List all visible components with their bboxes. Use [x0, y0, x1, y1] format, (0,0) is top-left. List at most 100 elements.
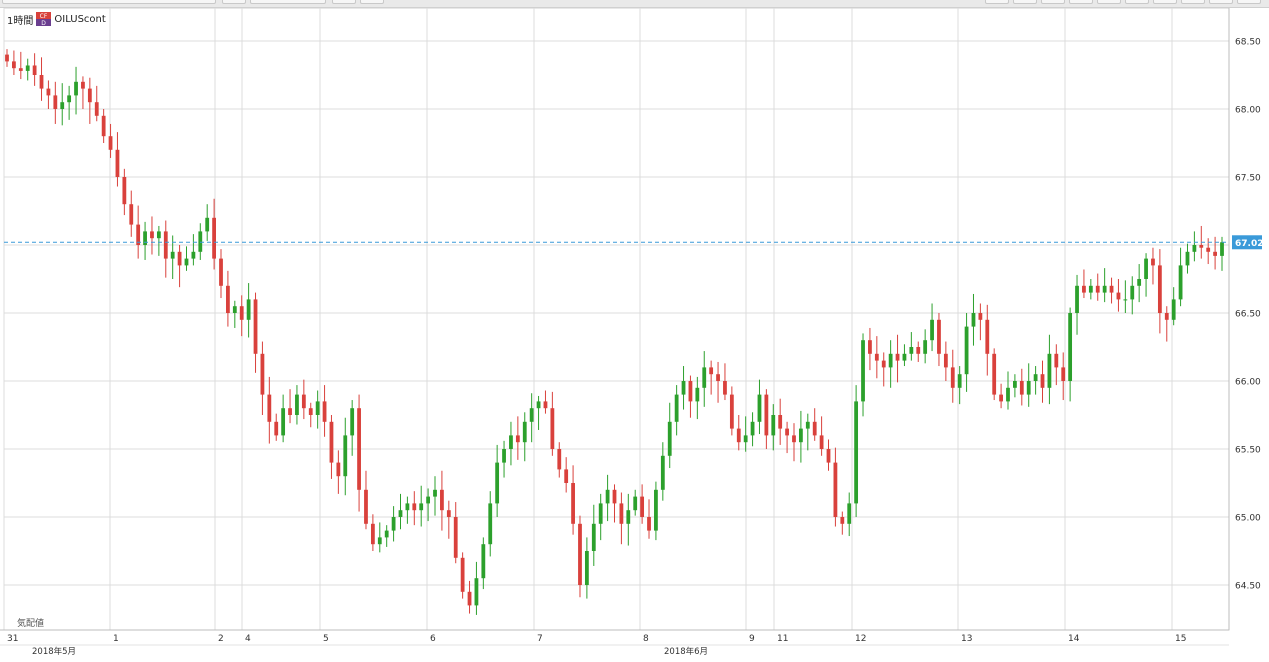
candle-body — [868, 340, 872, 354]
last-price-tag: 67.02 — [1232, 235, 1263, 250]
candle-body — [792, 435, 796, 443]
candle — [87, 77, 92, 124]
toolbar-button[interactable] — [1237, 0, 1261, 4]
toolbar-button[interactable] — [1041, 0, 1065, 4]
candle — [281, 394, 286, 443]
toolbar-button[interactable] — [332, 0, 356, 4]
candle — [12, 50, 16, 75]
candle-body — [1164, 313, 1169, 320]
candle-body — [129, 204, 134, 225]
x-day-label: 15 — [1175, 634, 1186, 644]
toolbar-button[interactable] — [1209, 0, 1233, 4]
candle-body — [184, 258, 189, 266]
candle — [937, 313, 941, 367]
candle-body — [826, 449, 831, 463]
candle-body — [274, 421, 279, 436]
candle-body — [605, 489, 610, 504]
candle-body — [736, 428, 741, 443]
toolbar-button[interactable] — [222, 0, 246, 4]
candle-body — [571, 483, 575, 524]
candle — [398, 493, 403, 530]
candle-body — [902, 353, 907, 361]
symbol-name[interactable]: OILUScont — [54, 13, 106, 25]
candle-body — [474, 578, 479, 606]
toolbar-button[interactable] — [360, 0, 384, 4]
candle — [246, 283, 251, 338]
candle-body — [861, 340, 865, 402]
candle — [764, 389, 769, 449]
candle — [923, 329, 928, 364]
candle — [391, 506, 396, 542]
candle — [591, 504, 596, 566]
candle — [605, 474, 610, 522]
candle-body — [177, 251, 182, 266]
candle — [1123, 280, 1128, 313]
y-tick-label: 68.50 — [1235, 38, 1261, 48]
candle — [688, 375, 693, 418]
candle-body — [281, 408, 286, 436]
y-tick-label: 65.00 — [1235, 514, 1261, 524]
candle-body — [591, 523, 596, 551]
candle-body — [232, 306, 237, 313]
candle-body — [937, 319, 941, 354]
toolbar-button[interactable] — [1181, 0, 1205, 4]
candle-body — [1075, 285, 1079, 313]
toolbar-button[interactable] — [2, 0, 216, 4]
x-day-label: 6 — [430, 634, 436, 644]
candle-body — [536, 401, 541, 409]
candle — [743, 416, 748, 452]
candle-body — [460, 557, 465, 592]
candle-body — [246, 299, 251, 320]
candle — [1130, 276, 1135, 315]
candle-body — [115, 149, 120, 177]
candle-body — [529, 408, 534, 422]
toolbar-button[interactable] — [1013, 0, 1037, 4]
candle-body — [350, 408, 355, 436]
candle-body — [930, 319, 934, 341]
candle — [288, 389, 292, 424]
candle-body — [53, 95, 58, 109]
candle — [1054, 344, 1059, 386]
candle — [861, 333, 865, 417]
candle-body — [647, 517, 651, 531]
candle — [840, 511, 845, 535]
candle-body — [405, 503, 410, 511]
candle-body — [336, 462, 341, 477]
candle — [826, 439, 831, 471]
candle-body — [612, 489, 617, 504]
candle — [129, 190, 134, 237]
candle — [833, 447, 838, 527]
toolbar-button[interactable] — [1069, 0, 1093, 4]
candle-body — [1026, 381, 1031, 395]
y-tick-label: 66.00 — [1235, 378, 1261, 388]
candle-body — [854, 401, 859, 504]
candle — [177, 245, 182, 288]
candle — [584, 537, 589, 599]
candle — [1171, 287, 1176, 326]
candle — [350, 400, 355, 456]
toolbar-button[interactable] — [250, 0, 326, 4]
candle — [805, 413, 810, 451]
toolbar-button[interactable] — [1125, 0, 1149, 4]
candle — [647, 499, 651, 539]
candle — [1102, 268, 1107, 303]
candle-body — [543, 401, 548, 409]
candle-body — [640, 496, 645, 517]
toolbar-button[interactable] — [1153, 0, 1177, 4]
toolbar-button[interactable] — [985, 0, 1009, 4]
candle — [674, 385, 679, 436]
candle-body — [5, 54, 9, 62]
candle-body — [716, 374, 720, 381]
candle-body — [667, 421, 672, 456]
last-price-value: 67.02 — [1235, 239, 1263, 249]
candle-body — [598, 503, 603, 524]
toolbar-button[interactable] — [1097, 0, 1121, 4]
candle — [163, 220, 168, 278]
timeframe-label[interactable]: 1時間 — [7, 15, 34, 27]
candle — [729, 386, 734, 436]
candle — [253, 292, 258, 373]
candle — [198, 223, 203, 260]
candle-body — [681, 381, 686, 395]
candle-body — [357, 408, 361, 490]
